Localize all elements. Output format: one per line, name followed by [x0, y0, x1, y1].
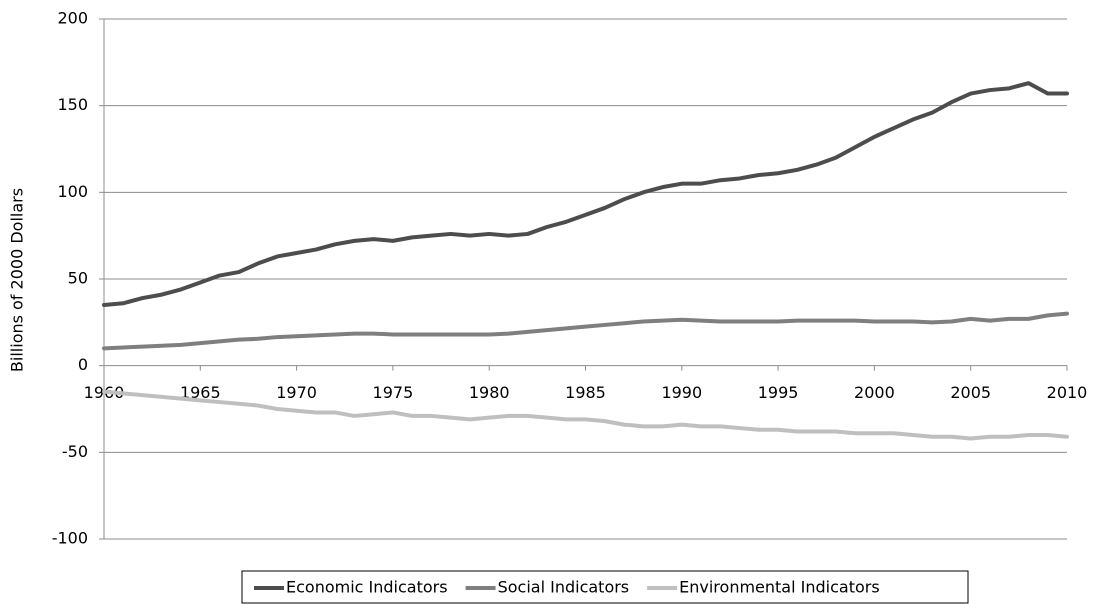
y-tick-label: 0 — [78, 355, 88, 374]
x-tick-label: 1995 — [758, 383, 799, 402]
x-tick-label: 1975 — [373, 383, 414, 402]
series-line — [102, 81, 1069, 307]
series-line — [102, 311, 1069, 351]
legend-box — [241, 570, 969, 604]
legend-label: Economic Indicators — [286, 578, 448, 597]
legend-label: Environmental Indicators — [679, 578, 880, 597]
x-tick-label: 1980 — [469, 383, 510, 402]
series-line — [102, 389, 1069, 441]
x-tick-label: 2000 — [854, 383, 895, 402]
y-axis-label: Billions of 2000 Dollars — [8, 188, 27, 372]
y-tick-label: 100 — [57, 182, 88, 201]
x-tick-label: 2005 — [950, 383, 991, 402]
x-tick-label: 2010 — [1047, 383, 1088, 402]
y-tick-label: 50 — [68, 269, 88, 288]
y-tick-label: 200 — [57, 9, 88, 28]
y-tick-label: 150 — [57, 95, 88, 114]
y-tick-label: -50 — [62, 442, 88, 461]
y-tick-label: -100 — [52, 529, 88, 548]
x-tick-label: 1990 — [661, 383, 702, 402]
legend-label: Social Indicators — [498, 578, 630, 597]
x-tick-label: 1985 — [565, 383, 606, 402]
x-tick-label: 1970 — [276, 383, 317, 402]
